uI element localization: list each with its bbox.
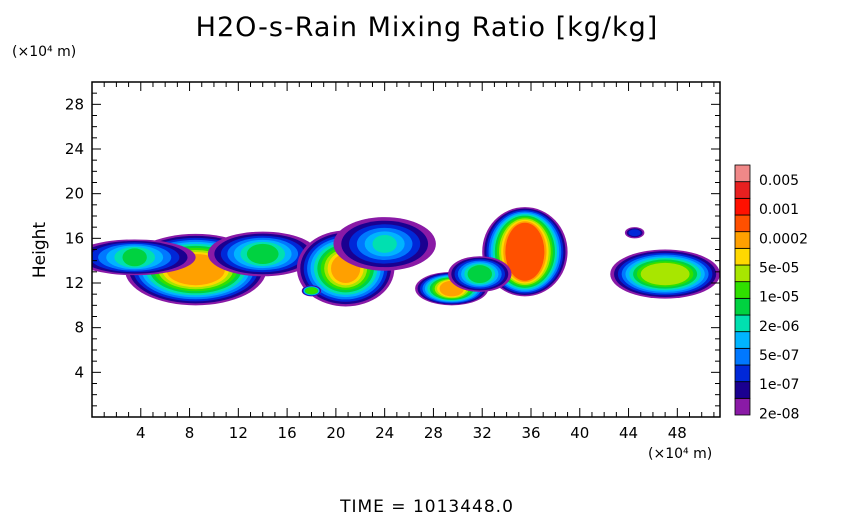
cell-2-contour-6 [122, 248, 147, 267]
y-axis-unit: (×10⁴ m) [12, 44, 77, 60]
colorbar-label: 0.005 [759, 173, 799, 189]
colorbar-label: 5e-07 [759, 348, 799, 364]
x-tick-label: 48 [668, 424, 687, 442]
colorbar-swatch [734, 397, 751, 416]
x-tick-label: 44 [619, 424, 638, 442]
x-axis-unit: (×10⁴ m) [648, 446, 713, 462]
colorbar-label: 2e-06 [759, 319, 799, 335]
y-tick-label: 16 [65, 229, 84, 247]
colorbar-label: 2e-08 [759, 406, 799, 422]
colorbar-swatch [734, 347, 751, 366]
chart-title: H2O-s-Rain Mixing Ratio [kg/kg] [195, 12, 659, 43]
cell-5-contour-5 [372, 234, 397, 253]
colorbar-label: 1e-05 [759, 290, 799, 306]
x-tick-label: 20 [326, 424, 345, 442]
cell-7-contour-11 [505, 222, 545, 281]
colorbar-swatch [734, 231, 751, 249]
y-tick-label: 28 [65, 95, 84, 113]
colorbar-swatch [734, 214, 751, 233]
y-tick-label: 24 [65, 140, 84, 158]
colorbar-swatch [734, 197, 751, 216]
colorbar-label: 1e-07 [759, 377, 799, 393]
colorbar-swatch [734, 264, 751, 283]
cell-3-contour-6 [246, 243, 279, 265]
cell-11 [624, 227, 645, 239]
x-tick-label: 28 [424, 424, 443, 442]
cell-2 [92, 239, 196, 276]
colorbar-swatch [734, 381, 751, 399]
colorbar-swatch [734, 364, 751, 383]
colorbar-swatch [734, 247, 751, 266]
x-tick-label: 16 [278, 424, 297, 442]
x-tick-label: 40 [570, 424, 589, 442]
colorbar-swatch [734, 331, 751, 349]
colorbar-swatch [734, 164, 751, 183]
cell-9-contour-8 [640, 262, 690, 286]
x-tick-label: 32 [473, 424, 492, 442]
cell-9 [610, 249, 720, 299]
x-tick-label: 12 [229, 424, 248, 442]
cell-10 [301, 285, 322, 297]
colorbar-label: 5e-05 [759, 261, 799, 277]
colorbar-swatch [734, 281, 751, 299]
cell-10-contour-7 [305, 287, 318, 295]
x-tick-label: 36 [521, 424, 540, 442]
x-tick-label: 8 [185, 424, 195, 442]
cell-7 [482, 207, 568, 297]
y-tick-label: 4 [74, 363, 84, 381]
cell-11-contour-2 [628, 229, 641, 237]
cell-8-contour-6 [467, 265, 492, 284]
cell-3 [207, 231, 318, 277]
time-readout: TIME = 1013448.0 [340, 497, 514, 517]
y-tick-label: 20 [65, 185, 84, 203]
cell-8 [448, 256, 512, 292]
x-tick-label: 24 [375, 424, 394, 442]
colorbar-label: 0.0002 [759, 231, 808, 247]
cell-5 [333, 217, 436, 271]
colorbar-swatch [734, 297, 751, 316]
colorbar-swatch [734, 181, 751, 199]
colorbar-swatch [734, 314, 751, 333]
x-tick-label: 4 [136, 424, 146, 442]
y-tick-label: 8 [74, 319, 84, 337]
colorbar-label: 0.001 [759, 202, 799, 218]
y-tick-label: 12 [65, 274, 84, 292]
